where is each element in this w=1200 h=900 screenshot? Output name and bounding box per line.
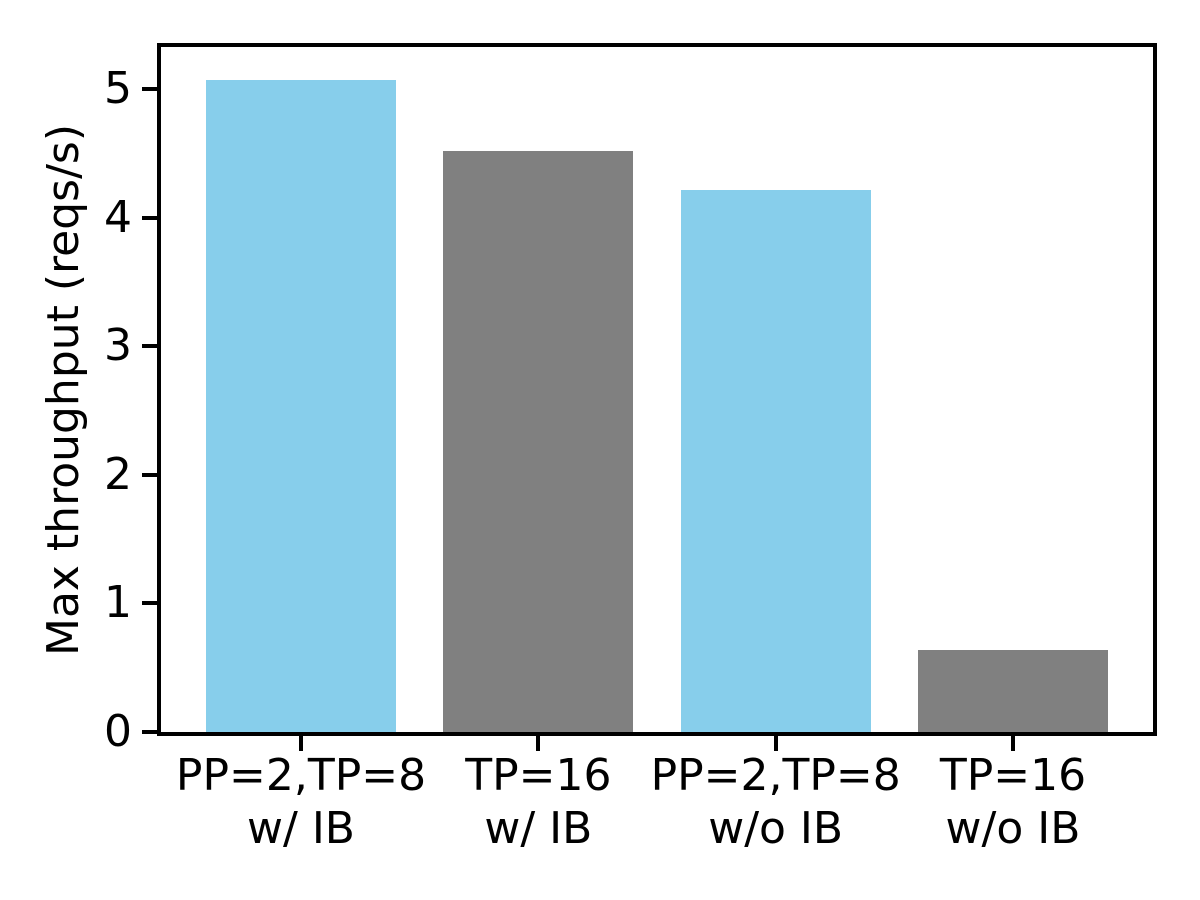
y-tick-mark bbox=[142, 215, 157, 220]
bar-3 bbox=[918, 649, 1108, 732]
bar-1 bbox=[443, 151, 634, 732]
y-tick-label: 3 bbox=[104, 320, 132, 372]
x-tick-mark bbox=[1010, 736, 1015, 751]
bar-2 bbox=[680, 189, 871, 732]
plot-area bbox=[157, 43, 1157, 736]
x-tick-mark bbox=[773, 736, 778, 751]
y-tick-label: 5 bbox=[104, 63, 132, 115]
y-tick-mark bbox=[142, 87, 157, 92]
x-tick-mark bbox=[299, 736, 304, 751]
y-tick-mark bbox=[142, 472, 157, 477]
y-tick-label: 4 bbox=[104, 191, 132, 243]
x-tick-label: PP=2,TP=8 w/o IB bbox=[650, 750, 901, 854]
x-tick-label: TP=16 w/o IB bbox=[939, 750, 1087, 854]
y-tick-mark bbox=[142, 730, 157, 734]
x-tick-label: PP=2,TP=8 w/ IB bbox=[175, 750, 427, 854]
x-tick-mark bbox=[536, 736, 541, 751]
y-tick-label: 1 bbox=[104, 577, 132, 629]
x-tick-label: TP=16 w/ IB bbox=[465, 750, 612, 854]
y-tick-mark bbox=[142, 601, 157, 606]
y-tick-mark bbox=[142, 344, 157, 349]
y-tick-label: 0 bbox=[104, 706, 132, 757]
y-tick-label: 2 bbox=[104, 448, 132, 500]
bar-0 bbox=[206, 80, 396, 732]
